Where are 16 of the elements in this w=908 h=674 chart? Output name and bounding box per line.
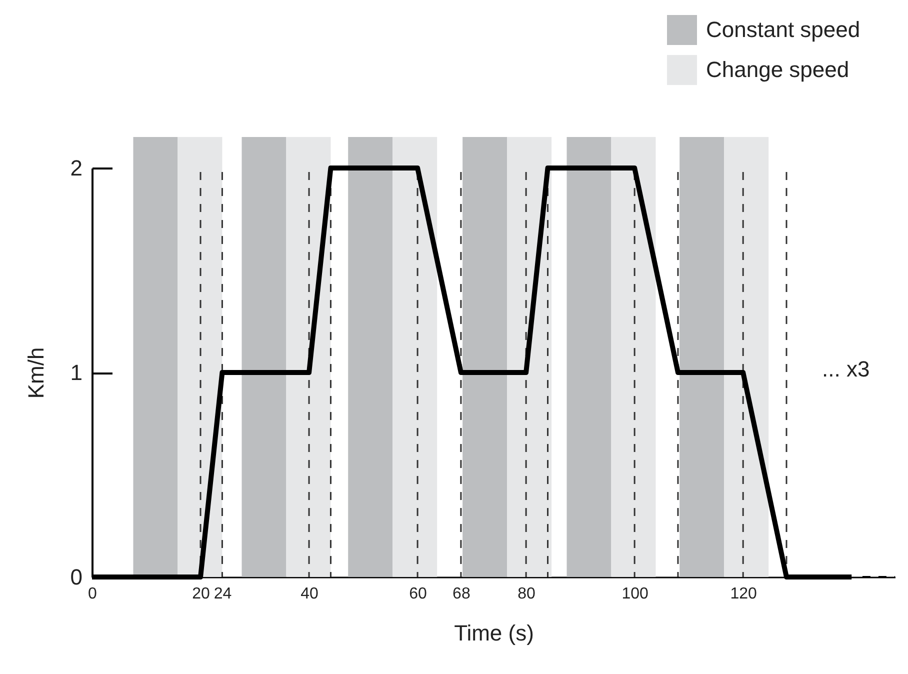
x-tick-label: 24 [214,586,232,602]
x-tick-label: 68 [452,586,470,602]
x-tick-label: 60 [409,586,428,602]
x-axis-title: Time (s) [454,620,534,646]
x-tick-label: 40 [300,586,319,602]
annotation: ... x3 [822,356,870,382]
y-tick-label: 2 [70,156,82,180]
x-tick-label: 20 [192,586,210,602]
y-tick-label: 1 [70,360,82,385]
x-tick-label: 80 [518,586,536,602]
x-tick-label: 100 [622,586,649,602]
legend-label: Constant speed [706,17,860,42]
x-tick-label: 0 [88,586,98,602]
y-axis-title: Km/h [23,347,48,399]
x-tick-label: 120 [730,586,758,602]
legend-label: Change speed [706,57,850,82]
